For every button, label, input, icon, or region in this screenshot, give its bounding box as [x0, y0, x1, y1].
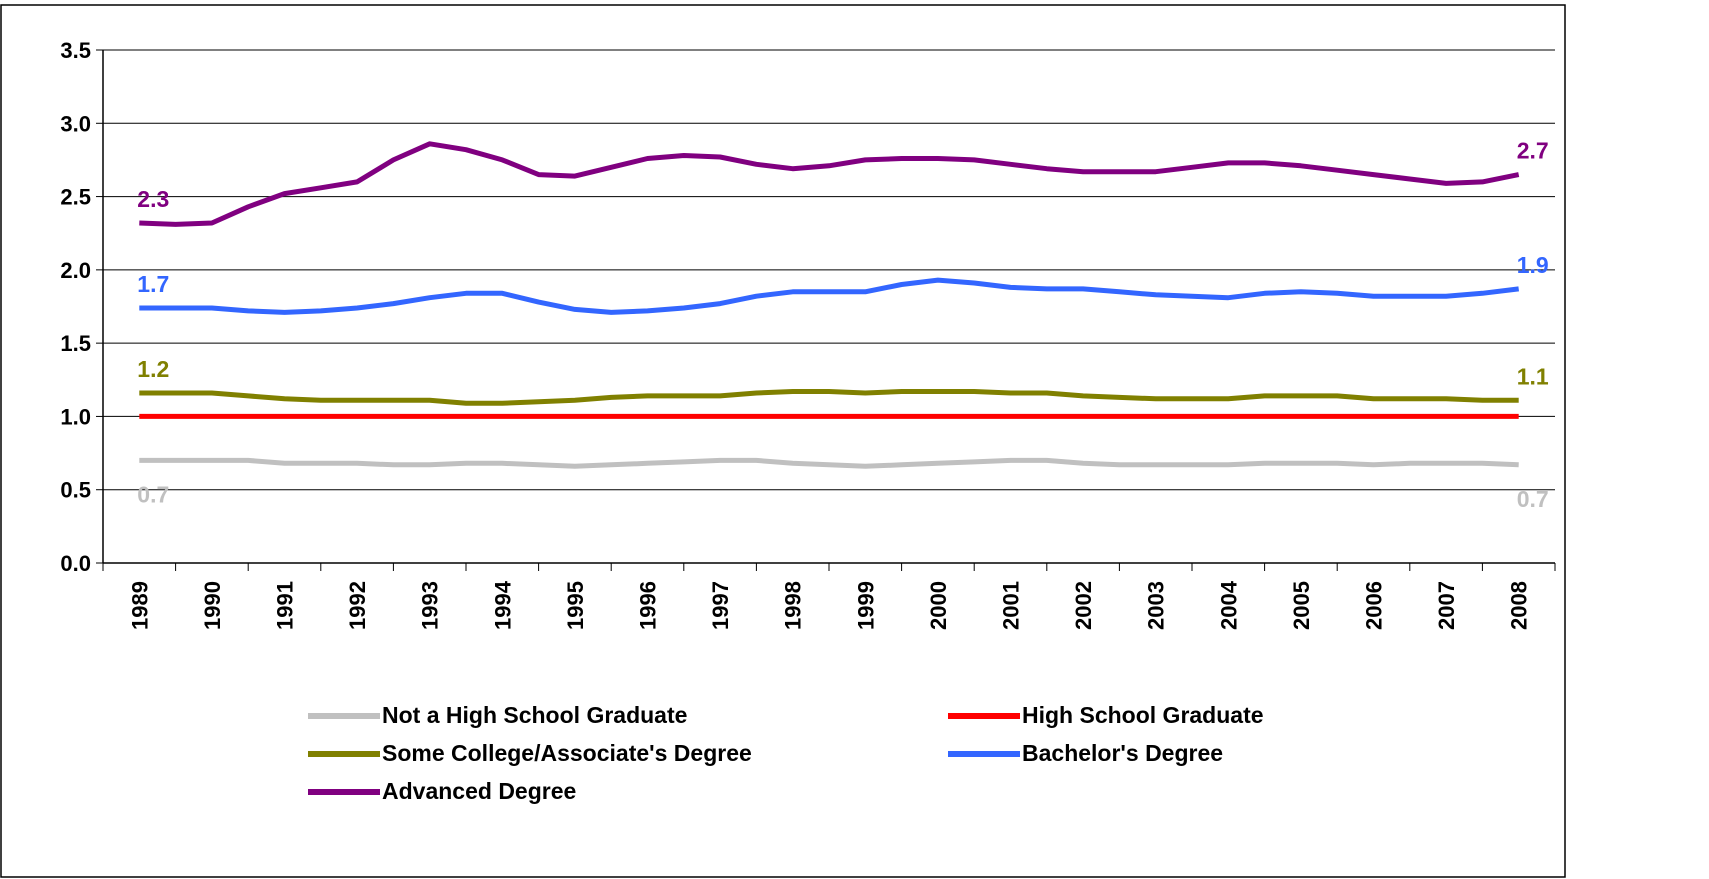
x-tick-label: 2001 [999, 581, 1024, 630]
y-tick-label: 1.5 [60, 331, 91, 356]
x-tick-label: 2008 [1507, 581, 1532, 630]
x-tick-label: 1989 [127, 581, 152, 630]
series-line [139, 457, 1519, 469]
x-tick-label: 2006 [1362, 581, 1387, 630]
x-tick-label: 1990 [200, 581, 225, 630]
x-tick-label: 1995 [563, 581, 588, 630]
series-line [139, 141, 1520, 227]
legend-label: Some College/Associate's Degree [382, 740, 752, 766]
legend-label: High School Graduate [1022, 702, 1264, 728]
x-tick-label: 1996 [636, 581, 661, 630]
data-label: 1.2 [137, 356, 169, 382]
x-tick-label: 1994 [490, 580, 515, 630]
y-tick-label: 3.5 [60, 38, 91, 63]
x-tick-label: 2000 [926, 581, 951, 630]
legend-label: Advanced Degree [382, 778, 576, 804]
series-line [139, 389, 1519, 406]
chart-border [0, 4, 1566, 878]
x-tick-label: 2004 [1216, 580, 1241, 630]
y-tick-label: 2.0 [60, 258, 91, 283]
x-tick-label: 1991 [273, 581, 298, 630]
data-label: 2.7 [1517, 138, 1549, 164]
y-tick-label: 2.5 [60, 185, 91, 210]
data-label: 2.3 [137, 186, 169, 212]
x-tick-label: 2005 [1289, 581, 1314, 630]
legend-label: Bachelor's Degree [1022, 740, 1223, 766]
data-label: 1.9 [1517, 252, 1549, 278]
x-tick-label: 2002 [1071, 581, 1096, 630]
data-label: 1.7 [137, 271, 169, 297]
series-line [139, 277, 1520, 315]
x-tick-label: 1992 [345, 581, 370, 630]
x-tick-label: 1993 [418, 581, 443, 630]
x-tick-label: 2007 [1434, 581, 1459, 630]
data-label: 1.1 [1517, 363, 1549, 389]
x-tick-label: 1997 [708, 581, 733, 630]
x-tick-label: 1998 [781, 581, 806, 630]
x-tick-label: 1999 [853, 581, 878, 630]
y-tick-label: 0.5 [60, 478, 91, 503]
y-tick-label: 1.0 [60, 404, 91, 429]
data-label: 0.7 [137, 481, 169, 507]
x-tick-label: 2003 [1144, 581, 1169, 630]
y-tick-label: 0.0 [60, 551, 91, 576]
y-tick-label: 3.0 [60, 111, 91, 136]
data-label: 0.7 [1517, 486, 1549, 512]
legend-label: Not a High School Graduate [382, 702, 687, 728]
